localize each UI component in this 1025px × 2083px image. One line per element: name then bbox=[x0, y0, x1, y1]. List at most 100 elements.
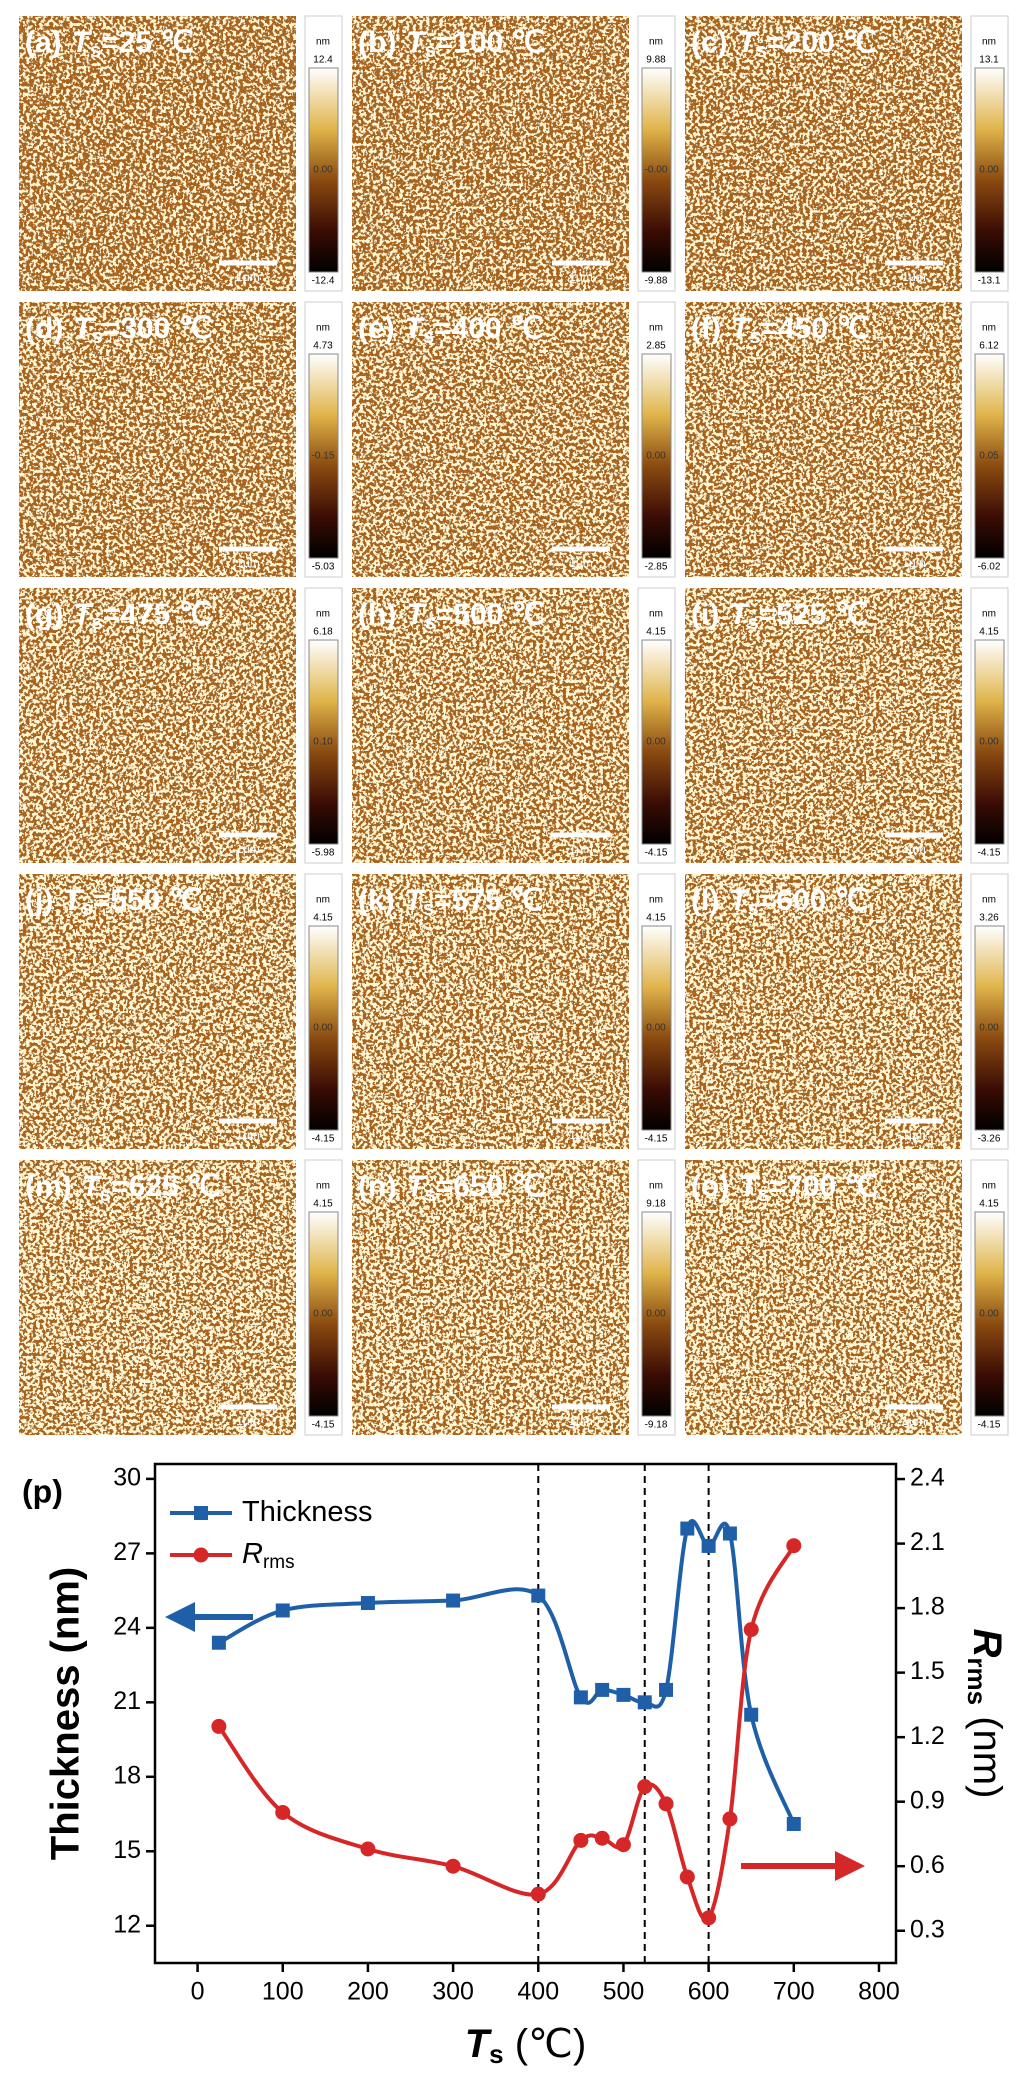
afm-image bbox=[685, 1160, 962, 1435]
panel-title: (i) Ts=525 ℃ bbox=[691, 598, 868, 634]
panel-label: (h) bbox=[358, 598, 396, 631]
marker bbox=[743, 1622, 759, 1638]
colorbar-max: 6.18 bbox=[313, 627, 333, 638]
scale-bar-label: 1μm bbox=[902, 556, 926, 570]
symbol-sub: s bbox=[423, 326, 434, 348]
colorbar-unit: nm bbox=[982, 37, 996, 48]
panel-title: (g) Ts=475 ℃ bbox=[25, 598, 212, 634]
marker bbox=[722, 1811, 738, 1827]
colorbar bbox=[641, 1211, 672, 1417]
symbol-sub: s bbox=[425, 612, 436, 634]
panel-label: (n) bbox=[358, 1170, 396, 1203]
colorbar-unit: nm bbox=[982, 323, 996, 334]
series-line bbox=[217, 1518, 796, 1825]
colorbar-unit: nm bbox=[649, 895, 663, 906]
panel-temp: =400 ℃ bbox=[434, 312, 544, 345]
y2-tick-label: 0.3 bbox=[910, 1915, 945, 1943]
symbol-sub: s bbox=[100, 1184, 111, 1206]
panel-title: (l) Ts=600 ℃ bbox=[691, 884, 868, 920]
colorbar-unit: nm bbox=[649, 323, 663, 334]
panel-temp: =500 ℃ bbox=[436, 598, 546, 631]
x-tick-label: 300 bbox=[432, 1978, 474, 2006]
marker bbox=[595, 1682, 610, 1697]
panel-label: (k) bbox=[358, 884, 395, 917]
colorbar-max: 6.12 bbox=[979, 341, 999, 352]
marker bbox=[445, 1858, 461, 1874]
colorbar bbox=[308, 353, 339, 559]
symbol: T bbox=[739, 1170, 760, 1203]
marker bbox=[701, 1538, 716, 1553]
afm-image bbox=[685, 302, 962, 577]
colorbar-max: 3.26 bbox=[979, 913, 999, 924]
symbol: T bbox=[731, 312, 752, 345]
x-label-symbol: T bbox=[465, 2022, 493, 2066]
afm-image bbox=[352, 1160, 629, 1435]
legend-name: R bbox=[242, 1538, 263, 1570]
marker bbox=[722, 1526, 737, 1541]
panel-temp: =575 ℃ bbox=[434, 884, 544, 917]
panel-label: (c) bbox=[691, 26, 728, 59]
colorbar-mid: 0.00 bbox=[979, 737, 999, 748]
colorbar bbox=[308, 67, 339, 273]
symbol: T bbox=[406, 598, 427, 631]
colorbar bbox=[641, 925, 672, 1131]
y-tick-label: 12 bbox=[113, 1910, 141, 1938]
marker bbox=[615, 1837, 631, 1853]
colorbar-mid: 0.05 bbox=[979, 451, 999, 462]
y2-axis-label: Rrms (nm) bbox=[962, 1629, 1009, 1799]
panel-title: (m) Ts=625 ℃ bbox=[25, 1170, 221, 1206]
marker bbox=[530, 1886, 546, 1902]
symbol-sub: s bbox=[749, 326, 760, 348]
colorbar-min: -4.15 bbox=[312, 1420, 335, 1431]
symbol: T bbox=[729, 598, 750, 631]
panel-label: (o) bbox=[691, 1170, 729, 1203]
panel-temp: =450 ℃ bbox=[760, 312, 870, 345]
scale-bar-label: 1μm bbox=[236, 1414, 260, 1428]
panel-temp: =600 ℃ bbox=[759, 884, 869, 917]
panel-title: (b) Ts=100 ℃ bbox=[358, 26, 545, 62]
colorbar bbox=[308, 639, 339, 845]
scale-bar-label: 1μm bbox=[569, 270, 593, 284]
symbol: T bbox=[72, 26, 93, 59]
y-tick-label: 30 bbox=[113, 1464, 141, 1492]
colorbar bbox=[641, 67, 672, 273]
afm-image bbox=[19, 16, 296, 291]
colorbar bbox=[974, 925, 1005, 1131]
x-tick-label: 700 bbox=[773, 1978, 815, 2006]
panel-temp: =100 ℃ bbox=[436, 26, 546, 59]
scale-bar-label: 1μm bbox=[902, 1128, 926, 1142]
panel-temp: =525 ℃ bbox=[759, 598, 869, 631]
symbol-sub: s bbox=[748, 898, 759, 920]
colorbar-min: -4.15 bbox=[312, 1134, 335, 1145]
afm-image bbox=[352, 16, 629, 291]
afm-image bbox=[19, 588, 296, 863]
panel-label: (l) bbox=[691, 884, 719, 917]
x-tick-label: 400 bbox=[517, 1978, 559, 2006]
panel-title: (o) Ts=700 ℃ bbox=[691, 1170, 878, 1206]
panel-title: (j) Ts=550 ℃ bbox=[25, 884, 202, 920]
marker bbox=[275, 1603, 290, 1618]
colorbar-unit: nm bbox=[316, 37, 330, 48]
panel-label: (f) bbox=[691, 312, 721, 345]
panel-temp: =300 ℃ bbox=[103, 312, 213, 345]
scale-bar-label: 1μm bbox=[236, 556, 260, 570]
marker bbox=[211, 1718, 227, 1734]
y-tick-label: 27 bbox=[113, 1538, 141, 1566]
x-tick-label: 0 bbox=[191, 1978, 205, 2006]
marker bbox=[659, 1682, 674, 1697]
afm-image bbox=[685, 16, 962, 291]
panel-title: (a) Ts=25 ℃ bbox=[25, 26, 194, 62]
panel-label: (m) bbox=[25, 1170, 72, 1203]
y2-tick-label: 1.5 bbox=[910, 1657, 945, 1685]
colorbar-mid: 0.00 bbox=[313, 1023, 333, 1034]
y2-tick-label: 1.8 bbox=[910, 1593, 945, 1621]
scale-bar-label: 1μm bbox=[236, 842, 260, 856]
x-label-unit: (℃) bbox=[504, 2022, 587, 2066]
panel-label: (d) bbox=[25, 312, 63, 345]
marker bbox=[360, 1596, 375, 1611]
colorbar-max: 4.15 bbox=[646, 627, 666, 638]
colorbar-unit: nm bbox=[316, 1181, 330, 1192]
colorbar-min: -4.15 bbox=[978, 848, 1001, 859]
symbol: T bbox=[405, 884, 426, 917]
panel-label: (i) bbox=[691, 598, 719, 631]
